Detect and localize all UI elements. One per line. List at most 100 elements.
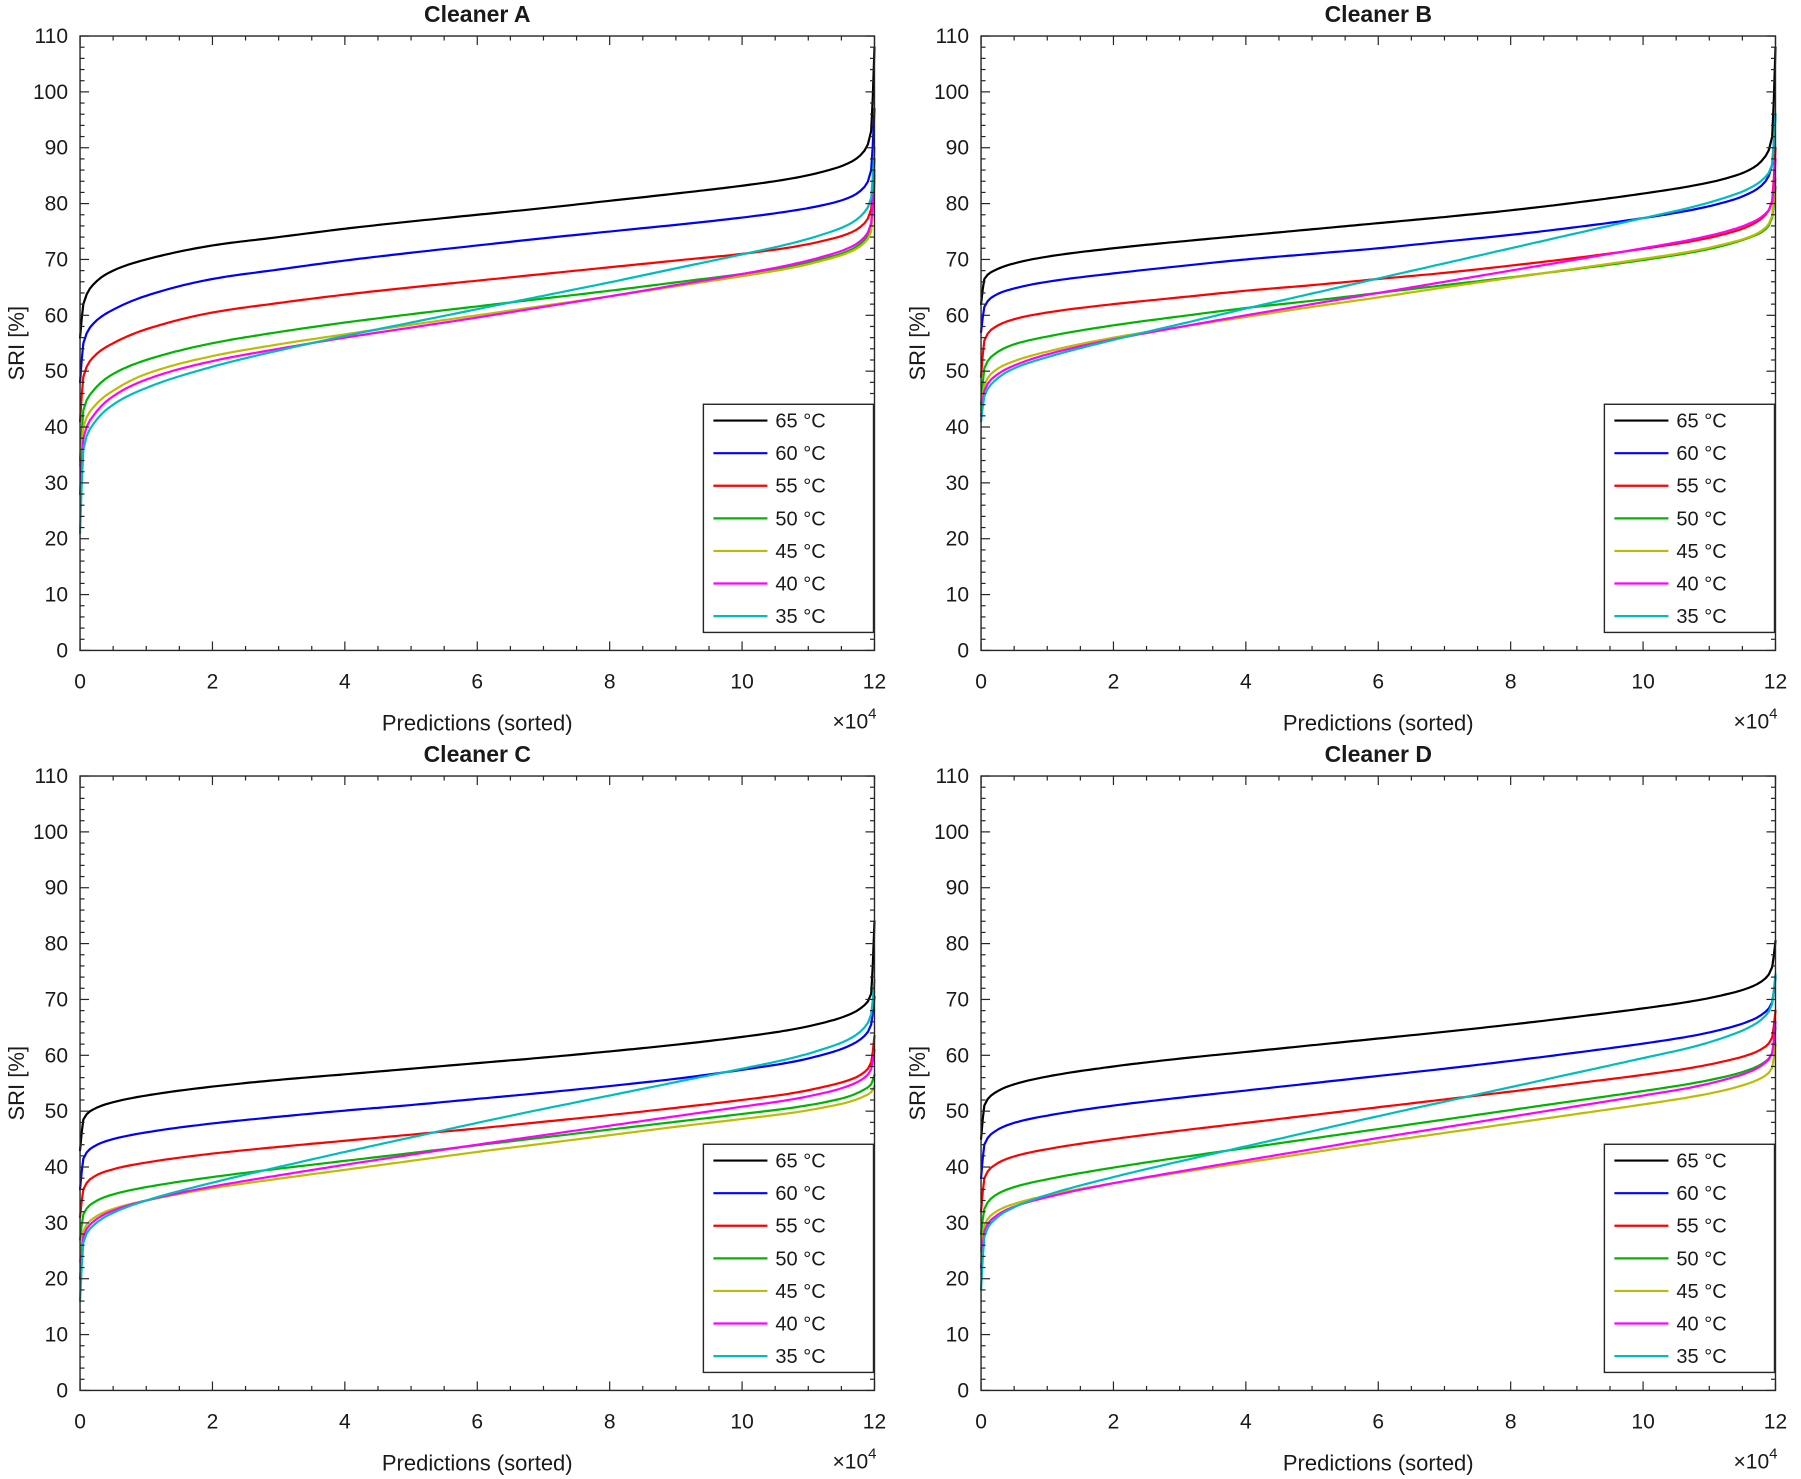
series-line-60c	[979, 975, 1777, 1179]
x-tick-label: 4	[339, 670, 351, 693]
legend-entry-label: 45 °C	[775, 1280, 825, 1302]
y-tick-label: 90	[45, 876, 68, 899]
y-tick-label: 20	[945, 1267, 968, 1290]
plot-cleaner-b: 0 2 4 6 8 10 12 0 10 20 30 40 50 60 70 80 90 100 110 Cleane…	[905, 1, 1787, 735]
x-tick-label: 6	[471, 1410, 483, 1433]
legend-entry-label: 50 °C	[775, 508, 825, 530]
legend: 65 °C 60 °C 55 °C 50 °C 45 °C 40 °C 35 °C	[702, 1143, 875, 1373]
axes-box	[979, 774, 1776, 1391]
y-tick-label: 0	[957, 639, 969, 662]
y-tick-label: 110	[35, 765, 68, 788]
x-tick-label: 2	[207, 670, 219, 693]
x-tick-label: 4	[339, 1410, 351, 1433]
y-tick-label: 80	[945, 932, 968, 955]
y-tick-label: 70	[45, 988, 68, 1011]
y-tick-label: 60	[45, 1044, 68, 1067]
y-tick-label: 30	[945, 1211, 968, 1234]
x-tick-label: 10	[730, 1410, 753, 1433]
x-tick-label: 0	[74, 1410, 86, 1433]
legend: 65 °C 60 °C 55 °C 50 °C 45 °C 40 °C 35 °C	[1603, 1143, 1775, 1373]
y-tick-label: 10	[45, 584, 68, 607]
x-tick-label: 12	[863, 670, 886, 693]
legend-entry-label: 65 °C	[1676, 1150, 1726, 1172]
x-axis-exponent-label: ×104	[1733, 705, 1777, 733]
plot-cleaner-c: 0 2 4 6 8 10 12 0 10 20 30 40 50 60 70 80 90 100 110 Cleane…	[4, 741, 886, 1475]
legend-entry-label: 50 °C	[775, 1248, 825, 1270]
plot-area: 0 2 4 6 8 10 12 0 10 20 30 40 50 60 70 80 90 100 110 Cleane…	[905, 1, 1787, 735]
series-line-65c	[78, 46, 876, 339]
x-tick-label: 2	[207, 1410, 219, 1433]
y-tick-label: 50	[45, 1100, 68, 1123]
x-tick-label: 8	[1504, 670, 1516, 693]
x-axis-label: Predictions (sorted)	[1282, 1450, 1473, 1475]
legend: 65 °C 60 °C 55 °C 50 °C 45 °C 40 °C 35 °C	[1603, 403, 1775, 634]
x-tick-label: 6	[471, 670, 483, 693]
x-tick-label: 2	[1107, 670, 1119, 693]
x-tick-label: 0	[74, 670, 86, 693]
y-tick-label: 10	[45, 1323, 68, 1346]
subplot-cleaner-b: 0 2 4 6 8 10 12 0 10 20 30 40 50 60 70 80 90 100 110 Cleane…	[901, 0, 1801, 740]
subplot-cleaner-a: 0 2 4 6 8 10 12 0 10 20 30 40 50 60 70 80 90 100 110 Cleane…	[0, 0, 901, 740]
y-axis-label: SRI [%]	[4, 306, 29, 381]
y-tick-label: 100	[33, 81, 68, 104]
x-tick-label: 8	[604, 670, 616, 693]
y-tick-label: 70	[945, 988, 968, 1011]
y-tick-label: 30	[945, 472, 968, 495]
series-line-45c	[78, 1084, 876, 1263]
x-tick-label: 4	[1240, 1410, 1252, 1433]
series-line-60c	[78, 995, 876, 1191]
y-tick-label: 40	[945, 1156, 968, 1179]
y-tick-label: 80	[45, 932, 68, 955]
y-tick-label: 50	[945, 1100, 968, 1123]
legend-entry-label: 45 °C	[1676, 541, 1726, 563]
legend-entry-label: 60 °C	[1676, 443, 1726, 465]
x-tick-label: 8	[1504, 1410, 1516, 1433]
legend-entry-label: 50 °C	[1676, 1248, 1726, 1270]
y-tick-label: 100	[33, 820, 68, 843]
legend-entry-label: 65 °C	[1676, 411, 1726, 433]
legend-entry-label: 55 °C	[775, 476, 825, 498]
legend-entry-label: 55 °C	[1676, 1215, 1726, 1237]
plot-area: 0 2 4 6 8 10 12 0 10 20 30 40 50 60 70 80 90 100 110 Cleane…	[4, 741, 886, 1475]
y-tick-label: 100	[933, 81, 968, 104]
subplot-cleaner-c: 0 2 4 6 8 10 12 0 10 20 30 40 50 60 70 80 90 100 110 Cleane…	[0, 740, 901, 1479]
plot-area: 0 2 4 6 8 10 12 0 10 20 30 40 50 60 70 80 90 100 110 Cleane…	[4, 1, 886, 735]
y-tick-label: 40	[45, 416, 68, 439]
legend-entry-label: 40 °C	[1676, 1313, 1726, 1335]
y-tick-label: 90	[945, 137, 968, 160]
y-tick-label: 10	[945, 1323, 968, 1346]
legend-entry-label: 55 °C	[1676, 476, 1726, 498]
x-axis-label: Predictions (sorted)	[1282, 710, 1473, 735]
x-tick-label: 0	[975, 670, 987, 693]
series-line-65c	[979, 46, 1777, 306]
legend-entry-label: 40 °C	[1676, 574, 1726, 596]
legend-entry-label: 45 °C	[775, 541, 825, 563]
x-tick-label: 6	[1372, 1410, 1384, 1433]
series-line-55c	[78, 1034, 876, 1218]
y-tick-label: 0	[56, 639, 68, 662]
plot-title: Cleaner A	[424, 1, 531, 27]
y-tick-label: 0	[957, 1379, 969, 1402]
plot-cleaner-d: 0 2 4 6 8 10 12 0 10 20 30 40 50 60 70 80 90 100 110 Cleane…	[905, 741, 1787, 1475]
legend-entry-label: 35 °C	[775, 1346, 825, 1368]
legend-entry-label: 60 °C	[775, 443, 825, 465]
y-tick-label: 60	[945, 304, 968, 327]
legend-entry-label: 50 °C	[1676, 508, 1726, 530]
x-tick-label: 4	[1240, 670, 1252, 693]
legend-entry-label: 35 °C	[1676, 1346, 1726, 1368]
x-tick-label: 10	[1631, 1410, 1654, 1433]
y-tick-label: 90	[945, 876, 968, 899]
x-tick-label: 6	[1372, 670, 1384, 693]
series-line-60c	[78, 107, 876, 384]
series-line-35c	[78, 978, 876, 1302]
series-line-55c	[78, 157, 876, 423]
y-tick-label: 20	[45, 528, 68, 551]
series-line-45c	[979, 177, 1777, 412]
y-tick-label: 80	[945, 193, 968, 216]
legend-entry-label: 60 °C	[1676, 1183, 1726, 1205]
legend-entry-label: 45 °C	[1676, 1280, 1726, 1302]
x-axis-label: Predictions (sorted)	[382, 1450, 573, 1475]
legend-entry-label: 60 °C	[775, 1183, 825, 1205]
legend-entry-label: 40 °C	[775, 574, 825, 596]
